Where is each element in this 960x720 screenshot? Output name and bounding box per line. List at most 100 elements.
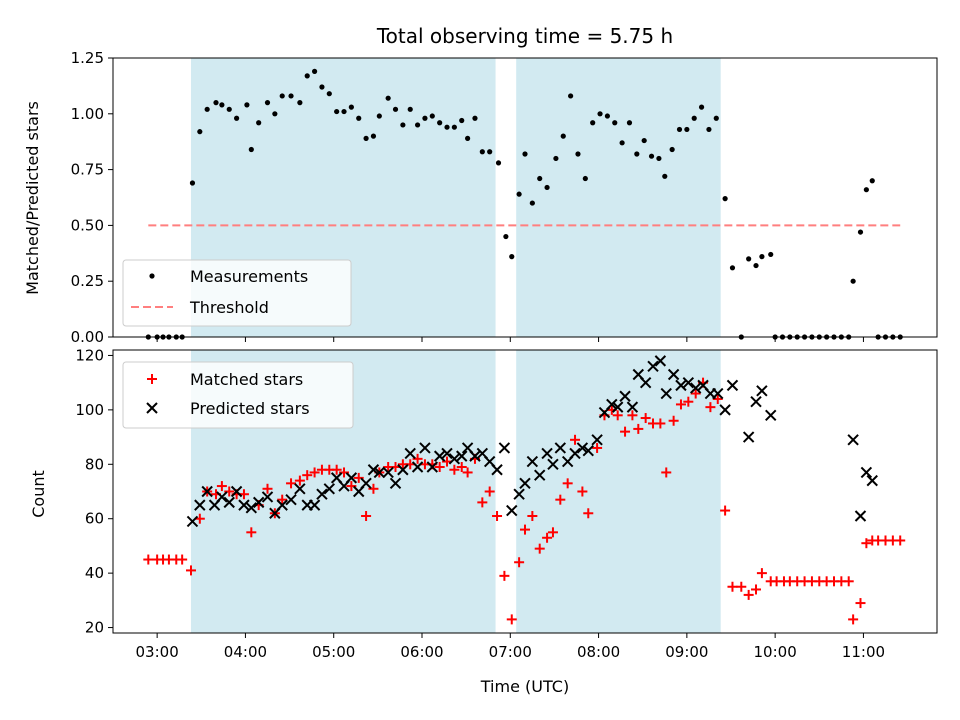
- top-legend: Measurements Threshold: [122, 259, 352, 327]
- matched-star-point: [527, 510, 538, 521]
- measurement-point: [341, 108, 347, 115]
- matched-star-point: [720, 505, 731, 516]
- predicted-star-point: [373, 466, 386, 479]
- measurement-point: [722, 196, 728, 202]
- measurement-point: [516, 191, 522, 197]
- matched-star-point: [843, 576, 854, 587]
- matched-star-point: [555, 494, 566, 505]
- measurement-point: [648, 153, 655, 159]
- measurement-point: [385, 95, 391, 101]
- measurement-point: [568, 93, 574, 99]
- top-y-ticks: 0.00 0.25 0.50 0.75 1.00 1.25: [71, 49, 113, 346]
- measurement-point: [459, 117, 465, 124]
- predicted-star-point: [866, 474, 878, 487]
- measurement-point: [197, 129, 203, 135]
- predicted-star-point: [569, 447, 581, 460]
- measurement-point: [370, 133, 377, 139]
- predicted-star-point: [223, 496, 235, 509]
- measurement-point: [684, 126, 690, 133]
- bottom-y-tick-label: 100: [75, 401, 104, 419]
- bottom-y-tick-label: 60: [85, 510, 104, 528]
- top-y-axis-label: Matched/Predicted stars: [23, 101, 42, 295]
- measurement-point: [465, 135, 471, 141]
- predicted-star-point: [541, 447, 553, 460]
- predicted-star-point: [261, 491, 274, 503]
- measurement-point: [234, 115, 240, 121]
- predicted-star-point: [316, 488, 328, 500]
- predicted-star-point: [554, 442, 567, 454]
- legend-predicted-label: Predicted stars: [190, 399, 310, 418]
- predicted-star-point: [675, 379, 687, 392]
- matched-star-point: [751, 584, 762, 595]
- top-y-tick-label: 0.00: [71, 328, 104, 346]
- measurement-point: [356, 115, 362, 121]
- measurement-point: [560, 133, 566, 139]
- measurement-point: [509, 254, 515, 260]
- matched-star-point: [368, 483, 379, 494]
- matched-star-point: [736, 581, 747, 592]
- measurement-point: [363, 135, 369, 141]
- measurement-point: [414, 122, 421, 128]
- measurement-point: [437, 120, 443, 126]
- measurement-point: [656, 155, 662, 162]
- predicted-star-point: [547, 458, 559, 470]
- matched-star-point: [547, 527, 558, 538]
- bottom-y-tick-label: 80: [85, 455, 104, 473]
- matched-star-point: [277, 494, 288, 505]
- predicted-star-point: [404, 447, 416, 460]
- predicted-star-point: [689, 382, 702, 394]
- bottom-observing-window-2: [516, 350, 721, 633]
- measurement-point: [604, 113, 611, 119]
- matched-star-point: [577, 486, 588, 497]
- measurement-point: [495, 160, 502, 166]
- matched-star-point: [484, 486, 495, 497]
- measurement-point: [244, 102, 250, 108]
- measurement-point: [407, 106, 413, 112]
- measurement-point: [597, 111, 603, 117]
- measurement-point: [487, 149, 493, 155]
- measurement-point: [392, 106, 399, 112]
- predicted-star-point: [513, 488, 525, 500]
- predicted-star-point: [276, 499, 288, 511]
- measurement-point: [479, 149, 485, 155]
- matched-star-point: [612, 410, 623, 421]
- predicted-star-point: [506, 504, 518, 517]
- matched-star-point: [583, 508, 594, 519]
- measurement-point: [226, 106, 232, 112]
- measurement-point: [248, 146, 254, 153]
- predicted-star-point: [245, 502, 258, 514]
- predicted-star-point: [345, 472, 358, 484]
- measurement-point: [279, 93, 285, 99]
- predicted-star-point: [765, 409, 777, 422]
- predicted-star-point: [639, 376, 652, 389]
- predicted-star-point: [448, 453, 461, 465]
- predicted-star-point: [591, 434, 603, 446]
- predicted-star-point: [854, 510, 867, 522]
- measurement-point: [626, 120, 633, 126]
- predicted-star-point: [382, 466, 394, 479]
- measurement-point: [444, 124, 450, 130]
- measurement-point: [297, 100, 303, 106]
- measurement-point: [522, 151, 528, 157]
- matched-star-point: [520, 524, 530, 535]
- top-y-tick-label: 0.50: [71, 216, 104, 234]
- measurement-point: [544, 184, 550, 191]
- predicted-star-point: [419, 442, 431, 454]
- measurement-points: [145, 68, 903, 340]
- predicted-star-point: [397, 464, 409, 476]
- matched-star-point: [534, 543, 545, 554]
- top-axes-frame: [112, 57, 938, 338]
- predicted-star-point: [367, 464, 380, 476]
- matched-star-point: [592, 442, 603, 453]
- bottom-legend: Matched stars Predicted stars: [122, 361, 354, 429]
- measurement-point: [612, 120, 618, 126]
- matched-star-point: [477, 497, 488, 508]
- measurement-point: [753, 262, 759, 269]
- predicted-star-point: [534, 469, 546, 481]
- x-tick-label: 07:00: [489, 643, 532, 661]
- legend-threshold-label: Threshold: [189, 298, 269, 317]
- measurement-point: [451, 124, 457, 130]
- matched-star-point: [339, 467, 350, 478]
- measurement-point: [288, 93, 294, 99]
- matched-star-point: [690, 388, 701, 399]
